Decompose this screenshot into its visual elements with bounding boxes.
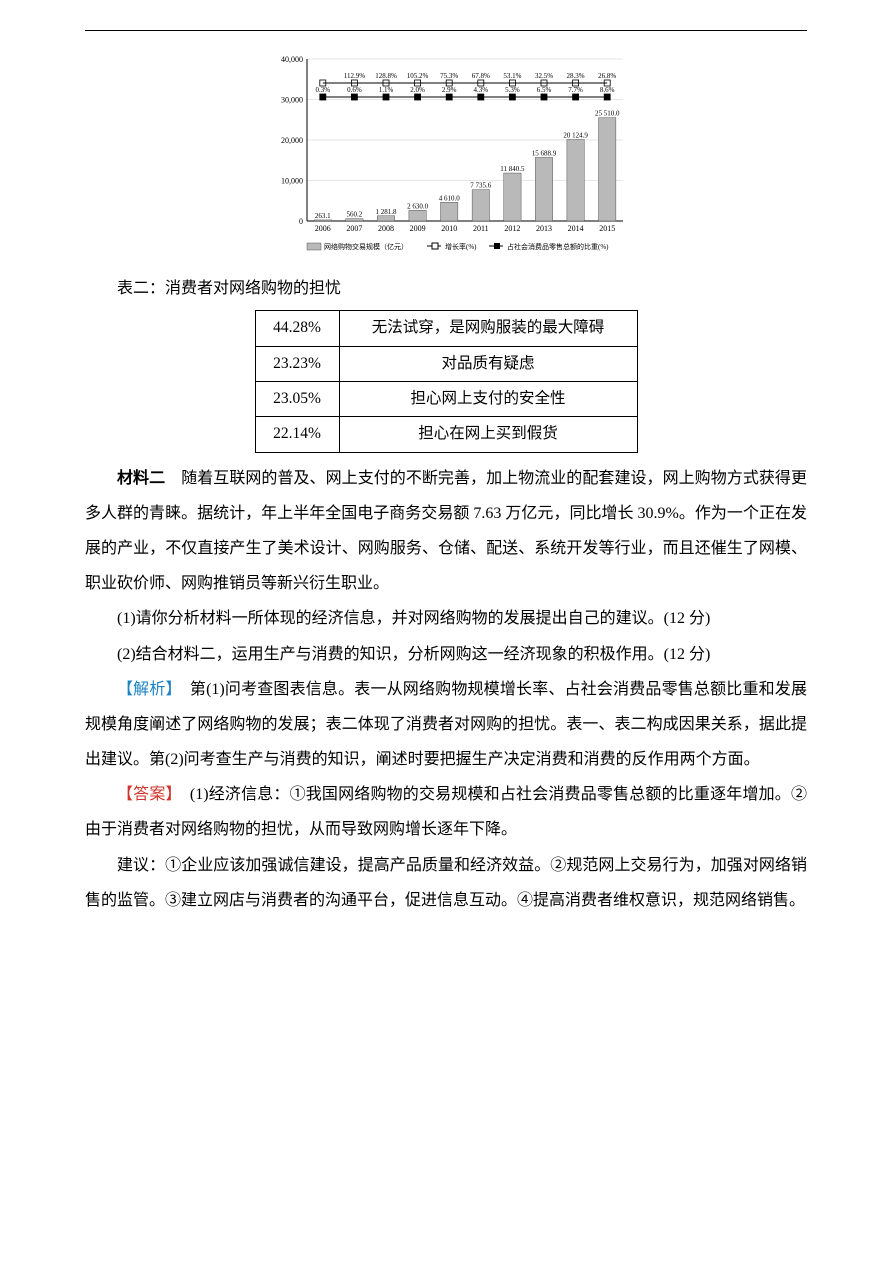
svg-text:15 688.9: 15 688.9 bbox=[532, 149, 557, 157]
svg-text:2014: 2014 bbox=[568, 224, 584, 233]
svg-text:4 610.0: 4 610.0 bbox=[439, 194, 461, 202]
svg-text:0.3%: 0.3% bbox=[316, 86, 331, 94]
svg-text:7.7%: 7.7% bbox=[568, 86, 583, 94]
svg-text:112.9%: 112.9% bbox=[344, 72, 365, 80]
table-row: 22.14%担心在网上买到假货 bbox=[255, 417, 637, 452]
svg-text:2009: 2009 bbox=[410, 224, 426, 233]
table-cell-text: 对品质有疑虑 bbox=[339, 346, 637, 381]
table-cell-text: 担心网上支付的安全性 bbox=[339, 381, 637, 416]
svg-text:263.1: 263.1 bbox=[315, 212, 331, 220]
svg-text:10,000: 10,000 bbox=[281, 177, 303, 186]
concern-table: 44.28%无法试穿，是网购服装的最大障碍23.23%对品质有疑虑23.05%担… bbox=[255, 310, 638, 452]
table-row: 23.23%对品质有疑虑 bbox=[255, 346, 637, 381]
table2-heading: 表二：消费者对网络购物的担忧 bbox=[85, 271, 807, 306]
answer-paragraph-2: 建议：①企业应该加强诚信建设，提高产品质量和经济效益。②规范网上交易行为，加强对… bbox=[85, 848, 807, 918]
svg-text:2012: 2012 bbox=[504, 224, 520, 233]
table-cell-pct: 22.14% bbox=[255, 417, 339, 452]
svg-text:2010: 2010 bbox=[441, 224, 457, 233]
bar-chart: 0 10,000 20,000 30,000 40,000 2006 263.1 2007 56… bbox=[261, 51, 631, 261]
svg-text:2007: 2007 bbox=[346, 224, 362, 233]
svg-text:2015: 2015 bbox=[599, 224, 615, 233]
svg-text:占社会消费品零售总额的比重(%): 占社会消费品零售总额的比重(%) bbox=[507, 242, 609, 251]
svg-text:2.9%: 2.9% bbox=[442, 86, 457, 94]
svg-text:0: 0 bbox=[299, 217, 303, 226]
svg-text:1 281.8: 1 281.8 bbox=[376, 208, 398, 216]
question-1: (1)请你分析材料一所体现的经济信息，并对网络购物的发展提出自己的建议。(12 … bbox=[85, 601, 807, 636]
svg-text:28.3%: 28.3% bbox=[567, 72, 585, 80]
svg-text:26.8%: 26.8% bbox=[598, 72, 616, 80]
material2-text: 随着互联网的普及、网上支付的不断完善，加上物流业的配套建设，网上购物方式获得更多… bbox=[85, 470, 807, 593]
analysis-label: 【解析】 bbox=[117, 681, 174, 698]
question-2: (2)结合材料二，运用生产与消费的知识，分析网购这一经济现象的积极作用。(12 … bbox=[85, 637, 807, 672]
svg-text:5.3%: 5.3% bbox=[505, 86, 520, 94]
answer-paragraph-1: 【答案】 (1)经济信息：①我国网络购物的交易规模和占社会消费品零售总额的比重逐… bbox=[85, 777, 807, 847]
material2-label: 材料二 bbox=[117, 470, 165, 487]
svg-text:2.0%: 2.0% bbox=[410, 86, 425, 94]
svg-text:30,000: 30,000 bbox=[281, 96, 303, 105]
material2-paragraph: 材料二 随着互联网的普及、网上支付的不断完善，加上物流业的配套建设，网上购物方式… bbox=[85, 461, 807, 602]
svg-text:2013: 2013 bbox=[536, 224, 552, 233]
table-row: 44.28%无法试穿，是网购服装的最大障碍 bbox=[255, 311, 637, 346]
svg-text:11 840.5: 11 840.5 bbox=[500, 165, 525, 173]
svg-text:32.5%: 32.5% bbox=[535, 72, 553, 80]
analysis-paragraph: 【解析】 第(1)问考查图表信息。表一从网络购物规模增长率、占社会消费品零售总额… bbox=[85, 672, 807, 778]
svg-text:105.2%: 105.2% bbox=[407, 72, 429, 80]
svg-text:128.8%: 128.8% bbox=[375, 72, 397, 80]
svg-text:7 735.6: 7 735.6 bbox=[470, 182, 492, 190]
svg-text:网络购物交易规模（亿元）: 网络购物交易规模（亿元） bbox=[324, 242, 408, 251]
svg-text:2 630.0: 2 630.0 bbox=[407, 202, 429, 210]
svg-text:8.6%: 8.6% bbox=[600, 86, 615, 94]
svg-text:2011: 2011 bbox=[473, 224, 489, 233]
svg-text:25 510.0: 25 510.0 bbox=[595, 110, 620, 118]
answer-p1-text: (1)经济信息：①我国网络购物的交易规模和占社会消费品零售总额的比重逐年增加。②… bbox=[85, 786, 807, 838]
table-row: 23.05%担心网上支付的安全性 bbox=[255, 381, 637, 416]
svg-text:6.5%: 6.5% bbox=[537, 86, 552, 94]
svg-text:67.8%: 67.8% bbox=[472, 72, 490, 80]
svg-text:53.1%: 53.1% bbox=[503, 72, 521, 80]
svg-text:4.3%: 4.3% bbox=[474, 86, 489, 94]
svg-text:2006: 2006 bbox=[315, 224, 331, 233]
table-cell-text: 无法试穿，是网购服装的最大障碍 bbox=[339, 311, 637, 346]
table-cell-pct: 23.05% bbox=[255, 381, 339, 416]
svg-text:1.1%: 1.1% bbox=[379, 86, 394, 94]
svg-text:20 124.9: 20 124.9 bbox=[563, 131, 588, 139]
svg-text:0.6%: 0.6% bbox=[347, 86, 362, 94]
svg-text:560.2: 560.2 bbox=[347, 211, 363, 219]
svg-text:75.3%: 75.3% bbox=[440, 72, 458, 80]
table-cell-pct: 23.23% bbox=[255, 346, 339, 381]
svg-text:增长率(%): 增长率(%) bbox=[445, 242, 477, 251]
table-cell-text: 担心在网上买到假货 bbox=[339, 417, 637, 452]
page: 0 10,000 20,000 30,000 40,000 2006 263.1 2007 56… bbox=[85, 30, 807, 918]
svg-text:40,000: 40,000 bbox=[281, 55, 303, 64]
table-cell-pct: 44.28% bbox=[255, 311, 339, 346]
analysis-text: 第(1)问考查图表信息。表一从网络购物规模增长率、占社会消费品零售总额比重和发展… bbox=[85, 681, 807, 768]
svg-text:2008: 2008 bbox=[378, 224, 394, 233]
answer-label: 【答案】 bbox=[117, 786, 174, 803]
svg-text:20,000: 20,000 bbox=[281, 136, 303, 145]
